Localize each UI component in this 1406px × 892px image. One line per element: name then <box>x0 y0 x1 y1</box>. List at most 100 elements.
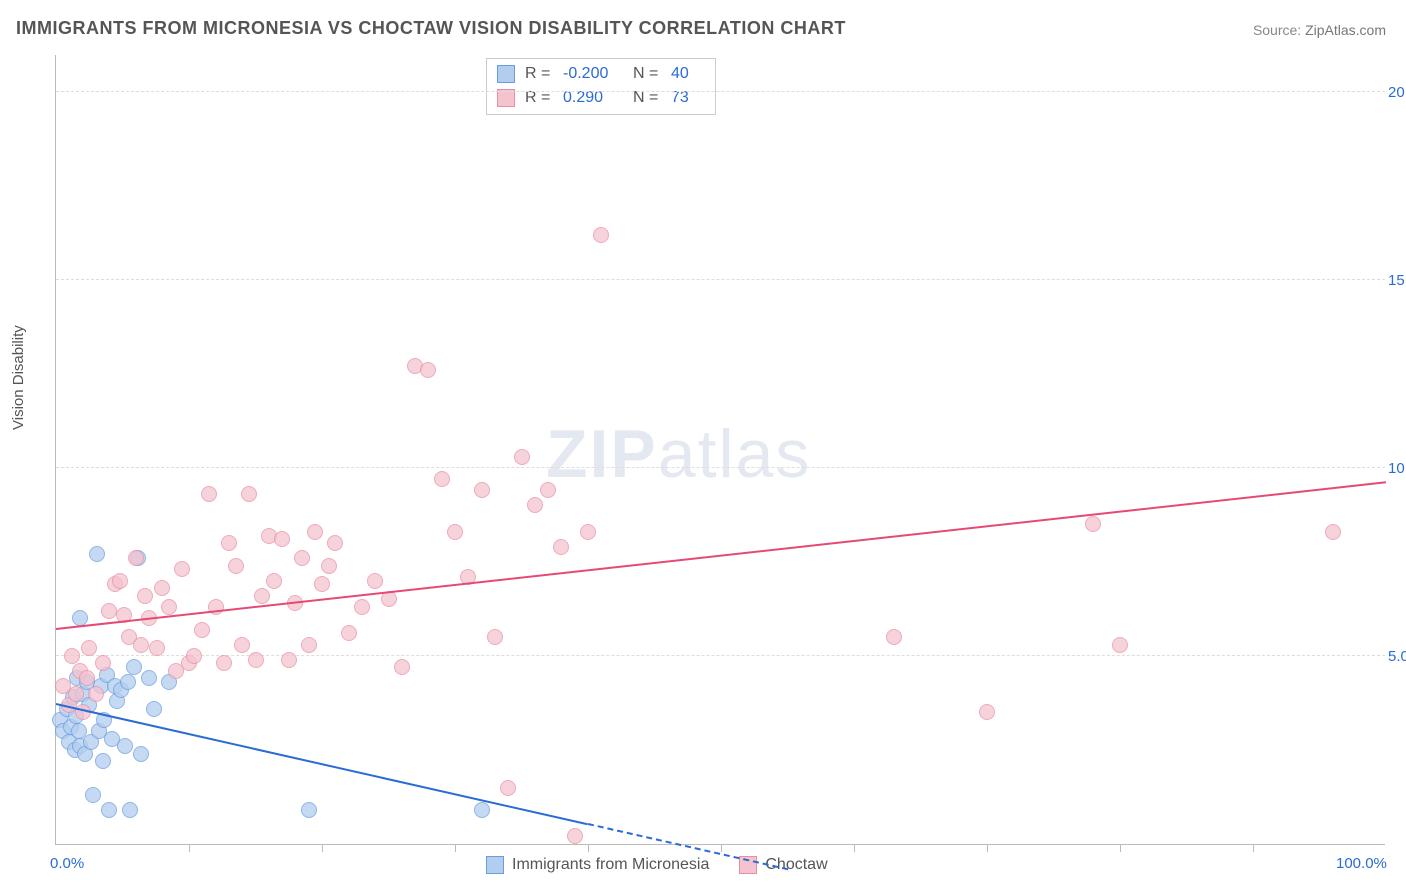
scatter-point <box>146 701 162 717</box>
scatter-point <box>474 482 490 498</box>
scatter-point <box>174 561 190 577</box>
scatter-point <box>228 558 244 574</box>
scatter-point <box>254 588 270 604</box>
scatter-point <box>101 603 117 619</box>
scatter-point <box>979 704 995 720</box>
scatter-point <box>553 539 569 555</box>
scatter-point <box>354 599 370 615</box>
scatter-point <box>281 652 297 668</box>
watermark-bold: ZIP <box>546 416 658 492</box>
watermark: ZIPatlas <box>546 415 811 493</box>
scatter-point <box>81 640 97 656</box>
scatter-point <box>68 686 84 702</box>
scatter-point <box>567 828 583 844</box>
x-tick-minor <box>322 844 323 852</box>
gridline <box>56 467 1385 468</box>
scatter-point <box>514 449 530 465</box>
scatter-point <box>186 648 202 664</box>
scatter-point <box>1325 524 1341 540</box>
scatter-point <box>79 670 95 686</box>
stat-n-value: 73 <box>671 86 701 110</box>
legend-swatch <box>497 89 515 107</box>
scatter-point <box>241 486 257 502</box>
x-tick-minor <box>455 844 456 852</box>
scatter-point <box>266 573 282 589</box>
x-tick-label: 100.0% <box>1336 855 1387 872</box>
scatter-point <box>341 625 357 641</box>
scatter-point <box>154 580 170 596</box>
scatter-point <box>194 622 210 638</box>
stat-n-label: N = <box>633 62 661 86</box>
legend-item: Choctaw <box>739 856 827 874</box>
watermark-rest: atlas <box>658 416 812 492</box>
scatter-point <box>234 637 250 653</box>
scatter-point <box>301 637 317 653</box>
scatter-point <box>527 497 543 513</box>
stat-r-value: -0.200 <box>563 62 623 86</box>
stats-row: R =0.290N =73 <box>497 86 701 110</box>
legend-swatch <box>497 65 515 83</box>
x-tick-minor <box>1253 844 1254 852</box>
scatter-point <box>294 550 310 566</box>
scatter-point <box>126 659 142 675</box>
gridline <box>56 279 1385 280</box>
scatter-point <box>274 531 290 547</box>
legend-swatch <box>486 856 504 874</box>
scatter-point <box>85 787 101 803</box>
scatter-point <box>221 535 237 551</box>
scatter-point <box>447 524 463 540</box>
stats-legend-box: R = -0.200 N = 40R = 0.290 N = 73 <box>486 58 716 115</box>
x-tick-minor <box>588 844 589 852</box>
scatter-point <box>367 573 383 589</box>
scatter-point <box>301 802 317 818</box>
scatter-point <box>89 546 105 562</box>
scatter-point <box>434 471 450 487</box>
stats-row: R = -0.200 N = 40 <box>497 62 701 86</box>
source-attribution: Source: ZipAtlas.com <box>1253 22 1386 38</box>
scatter-point <box>248 652 264 668</box>
stat-r-value: 0.290 <box>563 86 623 110</box>
scatter-point <box>500 780 516 796</box>
x-tick-minor <box>987 844 988 852</box>
x-tick-minor <box>1120 844 1121 852</box>
stat-r-label: R = <box>525 86 553 110</box>
y-axis-label: Vision Disability <box>10 325 27 430</box>
stat-n-value: 40 <box>671 62 701 86</box>
scatter-point <box>122 802 138 818</box>
trend-line <box>56 481 1386 630</box>
x-tick-minor <box>189 844 190 852</box>
scatter-point <box>1085 516 1101 532</box>
scatter-point <box>149 640 165 656</box>
scatter-point <box>216 655 232 671</box>
scatter-point <box>95 753 111 769</box>
scatter-point <box>394 659 410 675</box>
gridline <box>56 91 1385 92</box>
legend-label: Immigrants from Micronesia <box>512 856 709 874</box>
scatter-point <box>101 802 117 818</box>
scatter-point <box>112 573 128 589</box>
scatter-point <box>327 535 343 551</box>
scatter-point <box>117 738 133 754</box>
scatter-point <box>88 686 104 702</box>
scatter-point <box>128 550 144 566</box>
y-tick-label: 15.0% <box>1388 272 1406 289</box>
scatter-point <box>161 599 177 615</box>
chart-title: IMMIGRANTS FROM MICRONESIA VS CHOCTAW VI… <box>16 18 846 39</box>
scatter-chart: ZIPatlas R =-0.200N =40R =0.290N =73 Imm… <box>55 55 1385 845</box>
scatter-point <box>133 637 149 653</box>
scatter-point <box>886 629 902 645</box>
scatter-point <box>137 588 153 604</box>
scatter-point <box>1112 637 1128 653</box>
legend-item: Immigrants from Micronesia <box>486 856 709 874</box>
x-tick-minor <box>721 844 722 852</box>
y-tick-label: 20.0% <box>1388 84 1406 101</box>
scatter-point <box>580 524 596 540</box>
scatter-point <box>321 558 337 574</box>
stat-r-label: R = <box>525 62 553 86</box>
scatter-point <box>133 746 149 762</box>
scatter-point <box>474 802 490 818</box>
scatter-point <box>120 674 136 690</box>
source-label: Source: <box>1253 22 1301 38</box>
scatter-point <box>64 648 80 664</box>
x-tick-minor <box>854 844 855 852</box>
